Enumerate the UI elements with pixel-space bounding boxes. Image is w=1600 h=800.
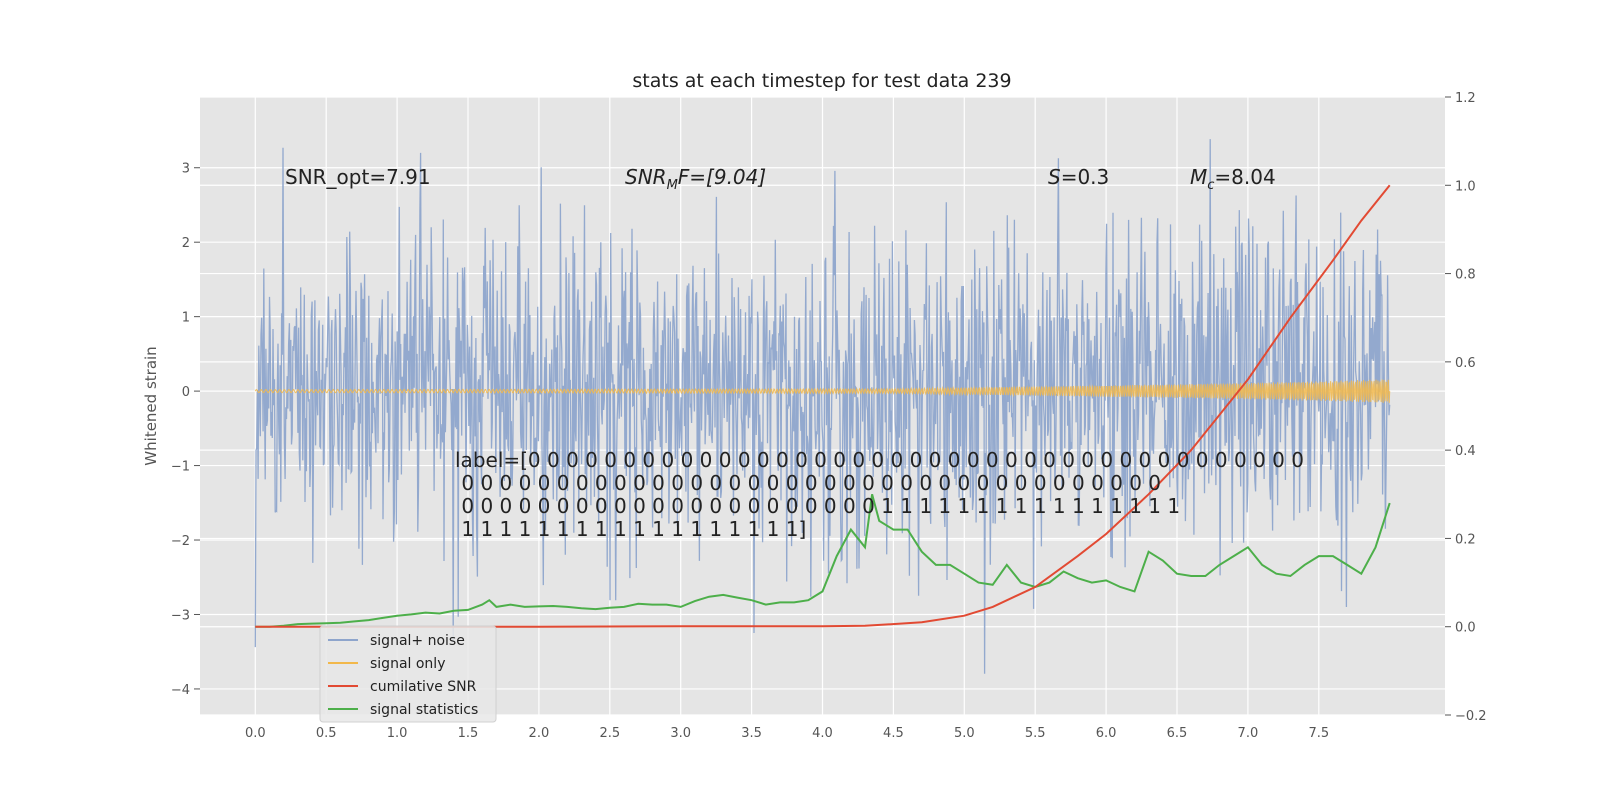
y-tick-label: 3 (182, 162, 190, 177)
annotation-s-rest: =0.3 (1061, 165, 1110, 189)
legend-label-signal-statistics: signal statistics (370, 702, 478, 718)
y-tick-label: −4 (171, 683, 190, 698)
y2-tick-labels: 1.2 1.0 0.8 0.6 0.4 0.2 0.0 −0.2 (1445, 91, 1487, 724)
x-tick-label: 2.0 (529, 726, 550, 741)
label-line-1: label=[0 0 0 0 0 0 0 0 0 0 0 0 0 0 0 0 0… (455, 448, 1304, 472)
label-line-4: 1 1 1 1 1 1 1 1 1 1 1 1 1 1 1 1 1 1] (455, 517, 806, 541)
y2-tick-label: 0.2 (1455, 532, 1476, 547)
y-axis-label: Whitened strain (142, 346, 160, 465)
x-tick-label: 7.0 (1238, 726, 1259, 741)
x-tick-label: 1.0 (387, 726, 408, 741)
series-signal-noise (254, 139, 1391, 674)
y-tick-label: −1 (171, 460, 190, 475)
y2-tick-label: 0.0 (1455, 621, 1476, 636)
chart-title: stats at each timestep for test data 239 (632, 70, 1011, 92)
legend-label-cumulative-snr: cumilative SNR (370, 679, 477, 695)
annotation-mc-var: M (1190, 165, 1207, 189)
x-tick-labels: 0.0 0.5 1.0 1.5 2.0 2.5 3.0 3.5 4.0 4.5 5.0 5.5 6.0 6… (245, 726, 1329, 741)
annotation-snr-mf: SNRMF=[9.04] (625, 165, 766, 193)
x-tick-label: 6.0 (1096, 726, 1117, 741)
line-cumulative-snr (255, 184, 1391, 628)
annotation-snr-mf-rest: F=[9.04] (678, 165, 766, 189)
annotation-label: label=[0 0 0 0 0 0 0 0 0 0 0 0 0 0 0 0 0… (455, 448, 1304, 541)
x-tick-label: 5.0 (954, 726, 975, 741)
line-signal-noise (254, 139, 1391, 674)
y2-tick-label: 0.4 (1455, 444, 1476, 459)
line-signal-only (254, 379, 1391, 403)
y-tick-label: 0 (182, 385, 190, 400)
x-tick-label: 6.5 (1167, 726, 1188, 741)
legend-label-signal-only: signal only (370, 656, 445, 672)
x-tick-label: 5.5 (1025, 726, 1046, 741)
y2-tick-label: −0.2 (1455, 709, 1487, 724)
line-signal-statistics (255, 494, 1391, 628)
y-tick-label: −2 (171, 534, 190, 549)
y-tick-label: −3 (171, 608, 190, 623)
annotation-snr-mf-sub: M (667, 178, 678, 193)
annotation-snr-mf-base: SNR (625, 165, 667, 189)
annotation-s-var: S (1048, 165, 1061, 189)
series-signal-only (254, 379, 1391, 403)
y-tick-label: 1 (182, 311, 190, 326)
y2-tick-label: 0.8 (1455, 268, 1476, 283)
x-tick-label: 1.5 (458, 726, 479, 741)
x-tick-label: 0.0 (245, 726, 266, 741)
annotation-mc-sub: c (1207, 178, 1214, 193)
legend-label-signal-noise: signal+ noise (370, 633, 465, 649)
legend: signal+ noise signal only cumilative SNR… (319, 625, 497, 723)
legend-box (319, 625, 497, 723)
label-line-2: 0 0 0 0 0 0 0 0 0 0 0 0 0 0 0 0 0 0 0 0 … (455, 471, 1161, 495)
y2-tick-label: 0.6 (1455, 356, 1476, 371)
x-tick-label: 2.5 (599, 726, 620, 741)
annotation-mc-rest: =8.04 (1214, 165, 1275, 189)
annotation-mc: Mc=8.04 (1190, 165, 1276, 193)
x-tick-label: 3.5 (741, 726, 762, 741)
y2-tick-label: 1.2 (1455, 91, 1476, 106)
x-tick-label: 0.5 (316, 726, 337, 741)
annotation-s: S=0.3 (1048, 165, 1109, 189)
series-lines (255, 184, 1391, 628)
x-tick-label: 4.5 (883, 726, 904, 741)
y-tick-label: 2 (182, 236, 190, 251)
y-tick-labels: 3 2 1 0 −1 −2 −3 −4 (171, 162, 200, 698)
x-tick-label: 4.0 (812, 726, 833, 741)
label-line-3: 0 0 0 0 0 0 0 0 0 0 0 0 0 0 0 0 0 0 0 0 … (455, 494, 1180, 518)
y2-tick-label: 1.0 (1455, 179, 1476, 194)
annotation-snr-opt: SNR_opt=7.91 (285, 165, 431, 189)
x-tick-label: 3.0 (670, 726, 691, 741)
x-tick-label: 7.5 (1308, 726, 1329, 741)
